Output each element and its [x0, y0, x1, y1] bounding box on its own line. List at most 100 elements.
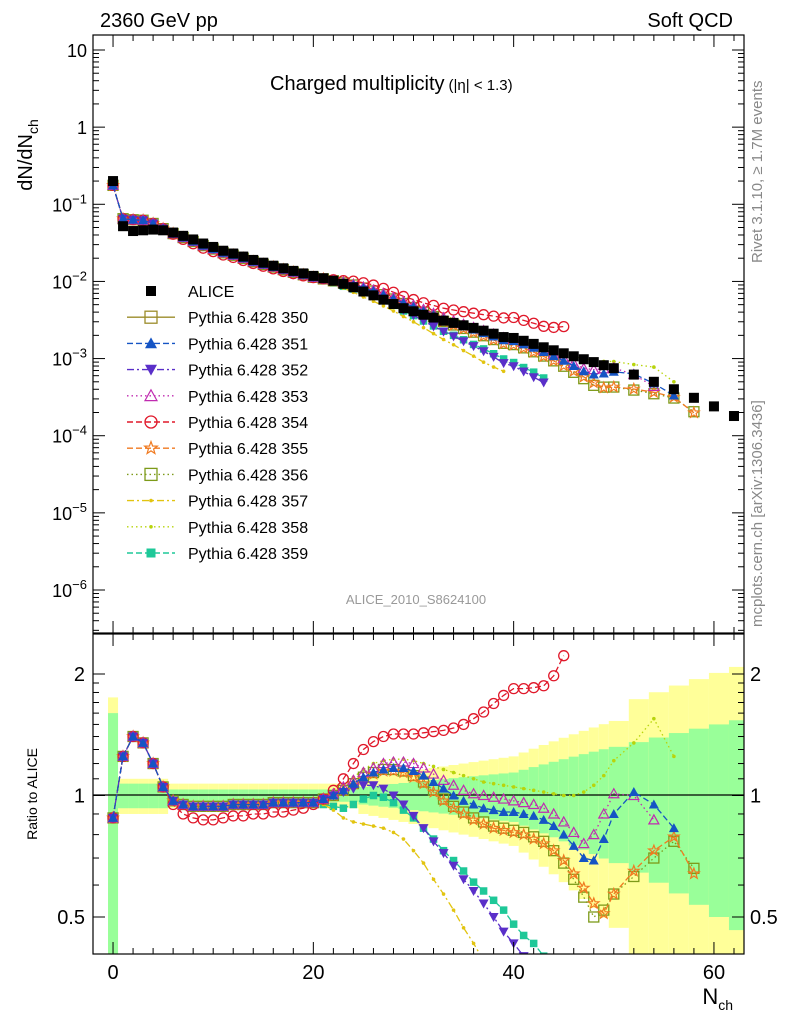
legend-label: Pythia 6.428 355 — [188, 441, 308, 458]
ratio-point-358 — [451, 770, 456, 775]
ratio-point-358 — [441, 767, 446, 772]
main-point-alice — [268, 260, 279, 271]
ratio-uncertainty-band-stat — [218, 789, 229, 802]
ratio-point-354 — [447, 722, 460, 734]
legend-item: Pythia 6.428 352 — [127, 363, 308, 380]
ratio-point-355 — [687, 866, 701, 880]
ratio-point-355 — [516, 827, 531, 841]
ratio-point-358 — [561, 793, 566, 798]
ratio-point-359 — [469, 878, 478, 886]
legend-item: ALICE — [146, 284, 234, 301]
ratio-uncertainty-band-stat — [258, 789, 269, 802]
ratio-point-351 — [508, 807, 519, 817]
main-point-352 — [448, 332, 459, 342]
ratio-point-355 — [667, 829, 681, 843]
ratio-point-359 — [499, 906, 508, 914]
x-tick-label: 60 — [703, 962, 725, 984]
ratio-point-359 — [339, 804, 348, 812]
ratio-point-352 — [539, 976, 549, 985]
legend-marker — [145, 364, 157, 376]
ratio-point-359 — [459, 867, 468, 875]
main-point-alice — [338, 278, 349, 289]
ratio-point-351 — [248, 799, 259, 809]
ratio-point-359 — [539, 952, 548, 954]
ratio-point-354 — [548, 670, 560, 682]
main-point-alice — [468, 322, 479, 333]
ratio-point-354 — [367, 735, 380, 748]
main-point-alice — [258, 257, 269, 268]
main-point-alice — [318, 273, 329, 284]
ratio-point-351 — [348, 778, 359, 788]
ratio-point-354 — [487, 697, 500, 710]
main-y-tick-label: 1 — [77, 118, 87, 138]
main-point-alice — [348, 282, 359, 293]
ratio-uncertainty-band-stat — [708, 724, 729, 917]
ratio-uncertainty-band-stat — [598, 749, 609, 859]
ratio-point-351 — [358, 772, 369, 782]
main-point-alice — [558, 348, 569, 359]
ratio-point-357 — [431, 877, 436, 882]
ratio-uncertainty-band-stat — [198, 789, 209, 802]
ratio-uncertainty-band-stat — [348, 789, 359, 802]
ratio-point-351 — [448, 790, 459, 800]
main-point-alice — [358, 286, 369, 297]
legend-item: Pythia 6.428 350 — [127, 310, 308, 327]
ratio-point-351 — [488, 805, 499, 815]
main-point-351 — [588, 369, 599, 379]
main-point-352 — [468, 342, 479, 352]
legend-label: Pythia 6.428 358 — [188, 520, 308, 537]
ratio-point-357 — [482, 959, 486, 963]
ratio-point-351 — [238, 799, 249, 809]
ratio-point-351 — [478, 803, 489, 813]
ratio-point-351 — [428, 777, 439, 787]
main-point-alice — [418, 309, 429, 320]
legend-marker — [149, 525, 153, 529]
ratio-point-351 — [378, 764, 389, 774]
main-point-alice — [478, 325, 489, 336]
main-point-355 — [596, 380, 611, 394]
main-point-358 — [672, 379, 676, 384]
ratio-point-353 — [477, 789, 490, 801]
ratio-point-351 — [258, 799, 269, 809]
main-y-tick-label: 10−1 — [52, 191, 87, 215]
ratio-point-353 — [597, 807, 610, 819]
ratio-point-353 — [487, 791, 500, 802]
ratio-point-356 — [578, 891, 590, 903]
ratio-point-357 — [391, 830, 396, 835]
ratio-uncertainty-band-stat — [188, 789, 199, 802]
rivet-label: Rivet 3.1.10, ≥ 1.7M events — [749, 81, 766, 264]
main-point-358 — [632, 362, 636, 367]
ratio-point-357 — [341, 816, 346, 820]
main-point-357 — [381, 304, 386, 308]
ratio-point-356 — [688, 862, 700, 874]
main-point-alice — [458, 320, 469, 331]
main-point-alice — [538, 342, 549, 353]
ratio-point-358 — [461, 773, 466, 778]
ratio-uncertainty-band-stat — [538, 764, 549, 834]
main-point-alice — [508, 332, 519, 343]
ratio-point-358 — [571, 793, 576, 798]
main-point-352 — [428, 322, 439, 332]
ratio-point-351 — [458, 795, 469, 805]
x-tick-label: 40 — [503, 962, 525, 984]
ratio-uncertainty-band-stat — [588, 751, 599, 855]
main-point-351 — [118, 213, 129, 223]
ratio-point-357 — [441, 892, 446, 896]
main-point-351 — [548, 351, 559, 361]
ratio-uncertainty-band-stat — [688, 728, 709, 905]
ratio-point-351 — [548, 821, 559, 831]
ratio-y-tick-label: 0.5 — [57, 907, 85, 929]
ratio-point-355 — [606, 886, 621, 900]
ratio-point-351 — [278, 797, 289, 807]
legend-marker — [143, 439, 159, 455]
legend-item: Pythia 6.428 353 — [127, 388, 308, 406]
ratio-point-358 — [601, 773, 606, 778]
ratio-uncertainty-band-stat — [148, 783, 159, 809]
ratio-point-351 — [108, 812, 119, 822]
ratio-point-355 — [426, 784, 441, 798]
ratio-point-358 — [521, 786, 526, 791]
ratio-point-358 — [581, 790, 586, 794]
main-point-alice — [428, 312, 439, 323]
ratio-point-351 — [318, 794, 329, 804]
